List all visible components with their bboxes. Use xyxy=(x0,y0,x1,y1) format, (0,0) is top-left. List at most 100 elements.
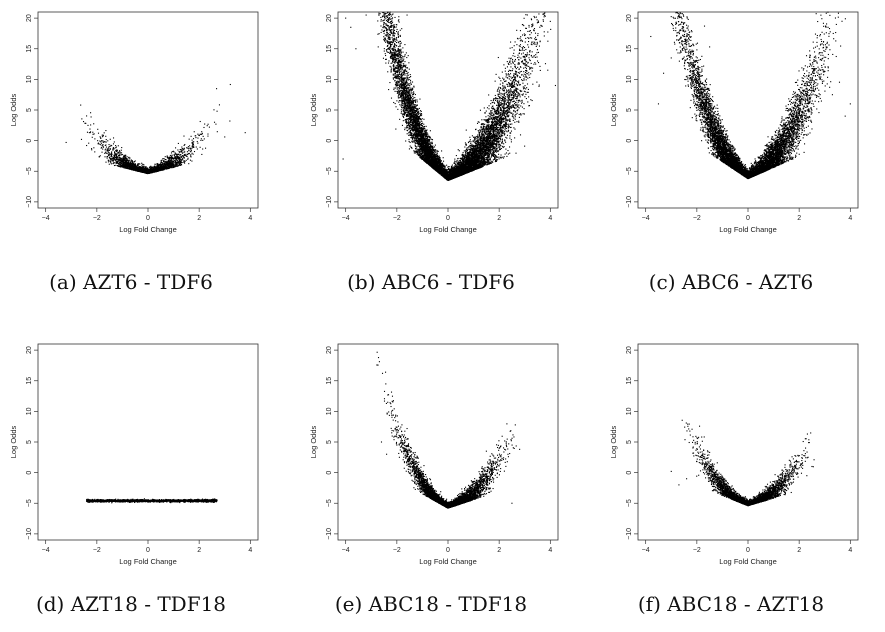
data-point xyxy=(383,58,384,59)
data-point xyxy=(116,151,117,152)
data-point xyxy=(194,131,195,132)
data-point xyxy=(153,169,154,170)
data-point xyxy=(103,135,104,136)
data-point xyxy=(410,133,411,134)
data-point xyxy=(170,155,171,156)
data-point xyxy=(118,155,119,156)
data-point xyxy=(110,154,111,155)
data-point xyxy=(499,147,500,148)
data-point xyxy=(215,124,216,125)
data-point xyxy=(120,162,121,163)
data-point xyxy=(164,167,165,168)
data-point xyxy=(166,161,167,162)
data-point xyxy=(113,157,114,158)
data-point xyxy=(177,149,178,150)
data-point xyxy=(163,163,164,164)
data-point xyxy=(108,149,109,150)
data-point xyxy=(109,146,110,147)
data-point xyxy=(409,77,410,78)
data-point xyxy=(116,157,117,158)
data-point xyxy=(189,153,190,154)
data-point xyxy=(419,108,420,109)
data-point xyxy=(516,107,517,108)
data-point xyxy=(129,158,130,159)
data-point xyxy=(123,159,124,160)
data-point xyxy=(165,161,166,162)
data-point xyxy=(190,155,191,156)
data-point xyxy=(105,145,106,146)
data-point xyxy=(498,87,499,88)
x-tick-label: 4 xyxy=(248,215,252,222)
data-point xyxy=(167,166,168,167)
data-point xyxy=(393,57,394,58)
data-point xyxy=(200,134,201,135)
data-point xyxy=(207,125,208,126)
data-point xyxy=(113,158,114,159)
data-point xyxy=(528,72,529,73)
data-point xyxy=(114,154,115,155)
data-point xyxy=(184,154,185,155)
data-point xyxy=(195,135,196,136)
data-point xyxy=(175,163,176,164)
data-point xyxy=(397,33,398,34)
data-point xyxy=(94,133,95,134)
data-point xyxy=(89,128,90,129)
y-tick-label: −10 xyxy=(26,196,33,208)
data-point xyxy=(532,70,533,71)
y-tick-label: 15 xyxy=(26,45,33,53)
data-point xyxy=(117,162,118,163)
data-point xyxy=(131,166,132,167)
data-point xyxy=(188,163,189,164)
data-point xyxy=(385,23,386,24)
data-point xyxy=(187,158,188,159)
data-point xyxy=(417,154,418,155)
data-point xyxy=(175,152,176,153)
data-point xyxy=(125,155,126,156)
data-point xyxy=(125,157,126,158)
data-point xyxy=(184,163,185,164)
data-point xyxy=(104,141,105,142)
data-point xyxy=(152,167,153,168)
data-point xyxy=(183,157,184,158)
data-point xyxy=(519,45,520,46)
data-point xyxy=(537,19,538,20)
data-point xyxy=(509,112,510,113)
data-point xyxy=(113,162,114,163)
data-point xyxy=(123,156,124,157)
data-point xyxy=(110,146,111,147)
x-tick-label: 0 xyxy=(146,215,150,222)
data-point xyxy=(141,163,142,164)
data-point xyxy=(130,166,131,167)
data-point xyxy=(134,166,135,167)
data-point xyxy=(125,162,126,163)
data-point xyxy=(149,170,150,171)
data-point xyxy=(99,156,100,157)
data-point xyxy=(111,145,112,146)
data-point xyxy=(120,166,121,167)
data-point xyxy=(129,167,130,168)
data-point xyxy=(87,125,88,126)
data-point xyxy=(108,152,109,153)
data-point xyxy=(111,151,112,152)
y-tick-label: 5 xyxy=(26,108,33,112)
scatter-points xyxy=(343,12,556,181)
data-point xyxy=(144,171,145,172)
data-point xyxy=(528,96,529,97)
data-point xyxy=(155,167,156,168)
data-point xyxy=(441,150,442,151)
data-point xyxy=(118,158,119,159)
data-point xyxy=(497,91,498,92)
data-point xyxy=(485,112,486,113)
data-point xyxy=(202,140,203,141)
data-point xyxy=(190,160,191,161)
data-point xyxy=(116,155,117,156)
data-point xyxy=(108,160,109,161)
data-point xyxy=(191,136,192,137)
data-point xyxy=(216,88,217,89)
data-point xyxy=(179,164,180,165)
data-point xyxy=(98,143,99,144)
data-point xyxy=(185,155,186,156)
data-point xyxy=(131,168,132,169)
data-point xyxy=(193,144,194,145)
